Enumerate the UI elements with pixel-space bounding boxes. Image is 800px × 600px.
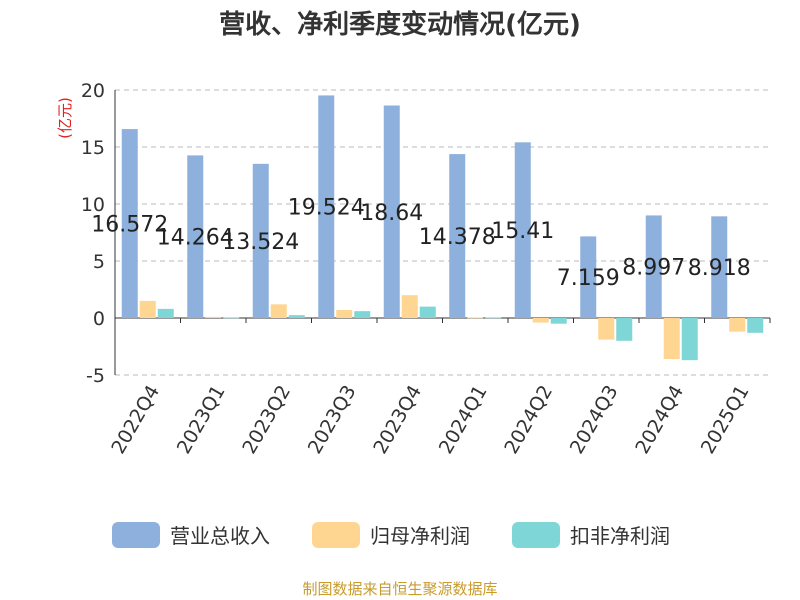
x-tick-label: 2024Q2 (500, 382, 557, 458)
bar-net-profit (139, 300, 156, 318)
bar-adjusted-net-profit (681, 318, 698, 361)
y-tick-label: 0 (93, 308, 105, 330)
data-label: 15.41 (491, 219, 554, 244)
legend-label: 扣非净利润 (570, 524, 670, 548)
legend-swatch (512, 522, 560, 548)
bar-net-profit (336, 310, 353, 318)
data-label: 19.524 (288, 196, 365, 221)
bar-adjusted-net-profit (747, 318, 764, 333)
data-label: 7.159 (557, 266, 620, 291)
y-tick-label: 10 (81, 194, 105, 216)
bar-adjusted-net-profit (157, 308, 174, 318)
bar-revenue (187, 155, 204, 318)
bar-revenue (514, 142, 531, 318)
source-note: 制图数据来自恒生聚源数据库 (302, 580, 498, 598)
x-tick-label: 2025Q1 (697, 382, 754, 458)
x-tick-label: 2024Q1 (435, 382, 492, 458)
legend-swatch (112, 522, 160, 548)
bar-revenue (711, 216, 728, 318)
bar-revenue (383, 105, 400, 318)
bar-revenue (449, 154, 466, 318)
legend-label: 归母净利润 (370, 524, 470, 548)
x-tick-label: 2023Q4 (369, 382, 426, 458)
data-label: 14.378 (419, 225, 496, 250)
chart-title: 营收、净利季度变动情况(亿元) (219, 10, 581, 40)
x-tick-label: 2023Q2 (238, 382, 295, 458)
y-tick-label: 15 (81, 137, 105, 159)
bar-revenue (580, 236, 597, 318)
x-tick-label: 2023Q1 (173, 382, 230, 458)
data-label: 8.918 (688, 256, 751, 281)
bar-adjusted-net-profit (616, 318, 633, 341)
bar-adjusted-net-profit (223, 317, 240, 319)
data-label: 18.64 (360, 201, 423, 226)
data-label: 16.572 (91, 213, 168, 238)
bar-net-profit (663, 318, 680, 360)
bar-revenue (252, 163, 269, 318)
data-label: 14.264 (157, 226, 234, 251)
bar-adjusted-net-profit (288, 315, 305, 318)
x-tick-label: 2024Q3 (566, 382, 623, 458)
bar-net-profit (532, 318, 549, 323)
bar-revenue (121, 129, 138, 318)
data-label: 8.997 (622, 256, 685, 281)
legend-swatch (312, 522, 360, 548)
y-tick-label: 20 (81, 80, 105, 102)
bar-adjusted-net-profit (485, 317, 502, 319)
bars (121, 95, 764, 361)
legend-label: 营业总收入 (170, 524, 270, 548)
bar-net-profit (598, 318, 615, 340)
bar-net-profit (401, 295, 418, 318)
y-axis-label: (亿元) (56, 97, 74, 139)
bar-adjusted-net-profit (550, 318, 567, 324)
bar-net-profit (467, 317, 484, 319)
bar-adjusted-net-profit (354, 311, 371, 318)
bar-net-profit (270, 304, 287, 318)
legend: 营业总收入 归母净利润 扣非净利润 (112, 522, 670, 548)
data-label: 13.524 (222, 230, 299, 255)
x-tick-label: 2024Q4 (631, 382, 688, 458)
bar-revenue (645, 215, 662, 318)
bar-net-profit (729, 318, 746, 332)
y-tick-label: -5 (86, 365, 105, 387)
bar-adjusted-net-profit (419, 306, 436, 318)
bar-net-profit (205, 316, 222, 318)
x-tick-label: 2022Q4 (107, 382, 164, 458)
bar-revenue (318, 95, 335, 319)
x-tick-label: 2023Q3 (304, 382, 361, 458)
y-tick-label: 5 (93, 251, 105, 273)
